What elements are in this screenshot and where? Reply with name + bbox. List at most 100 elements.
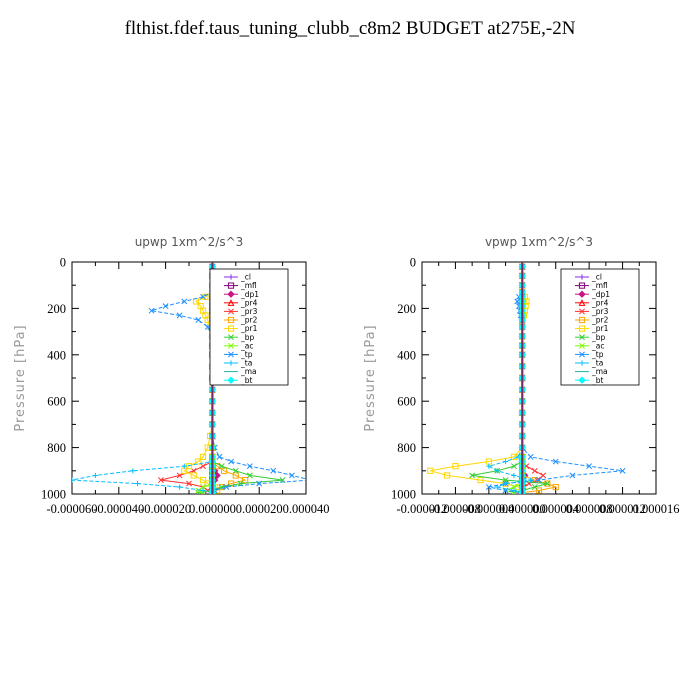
x-tick-label: -0.000040 bbox=[93, 502, 144, 516]
series-point-ac bbox=[195, 487, 202, 494]
series-point-tp bbox=[586, 463, 593, 470]
legend-marker-tp bbox=[228, 351, 234, 358]
series-point-ta bbox=[177, 484, 183, 490]
chart-panel-1: upwp 1xm^2/s^3 Pressure [hPa] 0 200 400 600 80… bbox=[13, 235, 329, 516]
series-point-tp bbox=[552, 458, 559, 465]
series-point-ta bbox=[486, 463, 492, 469]
legend-marker-pr2 bbox=[227, 316, 235, 324]
series-line-pr1 bbox=[430, 266, 528, 493]
y-tick-label: 800 bbox=[47, 441, 66, 455]
series-point-tp bbox=[619, 467, 626, 474]
legend-label-tp: _tp bbox=[240, 350, 253, 359]
series-point-tp bbox=[246, 463, 253, 470]
legend-marker-cl bbox=[228, 274, 234, 280]
legend-marker-mfl bbox=[227, 282, 235, 289]
series-point-bp bbox=[469, 472, 476, 479]
series-point-bp bbox=[246, 472, 253, 479]
x-tick-label: -0.000012 bbox=[396, 502, 447, 516]
series-point-ta bbox=[511, 472, 517, 479]
series-point-tp bbox=[223, 484, 230, 490]
panel-title: vpwp 1xm^2/s^3 bbox=[485, 235, 593, 249]
legend-label-pr1: _pr1 bbox=[591, 324, 609, 333]
legend-label-pr2: _pr2 bbox=[240, 316, 258, 325]
series-point-tp bbox=[527, 453, 534, 460]
legend-label-pr3: _pr3 bbox=[591, 307, 609, 316]
legend-label-pr3: _pr3 bbox=[240, 307, 258, 316]
series-point-bp bbox=[544, 480, 551, 487]
series-point-ta bbox=[494, 484, 500, 490]
legend-marker-pr1 bbox=[578, 325, 586, 332]
x-tick-label: 0.000004 bbox=[532, 502, 580, 516]
series-point-bp bbox=[510, 463, 517, 470]
series-point-pr3 bbox=[531, 467, 538, 474]
legend-label-dp1: _dp1 bbox=[591, 290, 610, 299]
legend-label-dp1: _dp1 bbox=[240, 290, 259, 299]
series-point-pr3 bbox=[157, 477, 164, 484]
series-group bbox=[427, 262, 626, 494]
x-tick-label: 0.000040 bbox=[283, 502, 330, 516]
series-point-pr2 bbox=[242, 476, 249, 484]
y-tick-label: 400 bbox=[397, 348, 416, 362]
series-point-bp bbox=[232, 467, 239, 474]
series-point-tp bbox=[181, 298, 188, 305]
x-tick-label: 0.000000 bbox=[189, 502, 236, 516]
legend-label-pr2: _pr2 bbox=[591, 316, 609, 325]
legend-marker-pr2 bbox=[578, 316, 586, 324]
series-point-ta bbox=[181, 463, 187, 469]
series-point-ta bbox=[494, 468, 500, 474]
panel-title: upwp 1xm^2/s^3 bbox=[135, 235, 244, 249]
series-point-tp bbox=[228, 458, 235, 465]
legend-marker-bt bbox=[578, 376, 586, 384]
legend-marker-pr3 bbox=[228, 308, 234, 315]
x-tick-label: 0.000000 bbox=[499, 502, 546, 516]
series-point-pr1 bbox=[427, 467, 434, 474]
legend-label-bp: _bp bbox=[240, 333, 255, 342]
x-tick-label: -0.000008 bbox=[430, 502, 481, 516]
series-point-ac bbox=[510, 484, 517, 490]
legend-label-cl: _cl bbox=[240, 273, 251, 282]
series-point-pr1 bbox=[452, 463, 459, 470]
series-point-pr1 bbox=[199, 453, 207, 460]
series-point-pr1 bbox=[195, 458, 202, 465]
series-point-ta bbox=[200, 487, 206, 494]
y-tick-label: 600 bbox=[47, 395, 66, 409]
y-tick-label: 1000 bbox=[41, 488, 66, 502]
x-tick-label: 0.000012 bbox=[599, 502, 646, 516]
legend-label-ta: _ta bbox=[591, 359, 603, 368]
series-point-tp bbox=[308, 477, 313, 482]
legend-label-ta: _ta bbox=[240, 359, 252, 368]
series-point-pr1 bbox=[477, 476, 484, 484]
x-tick-label: -0.000060 bbox=[46, 502, 97, 516]
legend-box bbox=[560, 268, 640, 386]
series-point-ta bbox=[130, 468, 136, 474]
legend-marker-bp bbox=[579, 334, 585, 341]
legend-label-ac: _ac bbox=[591, 341, 604, 350]
x-tick-label: 0.000020 bbox=[236, 502, 283, 516]
series-point-tp bbox=[514, 298, 521, 305]
legend-label-ma: _ma bbox=[591, 367, 608, 376]
legend-marker-dp1 bbox=[227, 290, 235, 298]
series-point-tp bbox=[256, 480, 263, 487]
legend-label-cl: _cl bbox=[591, 273, 602, 282]
series-point-ta bbox=[502, 480, 509, 487]
x-tick-label: -0.000020 bbox=[140, 502, 191, 516]
legend-label-tp: _tp bbox=[591, 350, 604, 359]
chart-panel-2: vpwp 1xm^2/s^3 Pressure [hPa] 0 200 400 600 80… bbox=[363, 235, 679, 516]
y-tick-label: 1000 bbox=[391, 488, 416, 502]
legend-marker-ta bbox=[228, 360, 234, 366]
series-point-pr2 bbox=[552, 483, 559, 491]
y-tick-label: 400 bbox=[47, 348, 66, 362]
series-point-tp bbox=[216, 453, 223, 460]
legend-marker-ac bbox=[228, 342, 234, 349]
series-point-tp bbox=[289, 472, 295, 479]
figure-title: flthist.fdef.taus_tuning_clubb_c8m2 BUDG… bbox=[124, 18, 576, 39]
series-point-bp bbox=[218, 484, 225, 490]
series-point-ta bbox=[72, 477, 75, 483]
legend-label-pr4: _pr4 bbox=[240, 298, 258, 307]
series-point-pr3 bbox=[540, 472, 547, 479]
series-point-ta bbox=[92, 472, 98, 479]
series-point-tp bbox=[569, 472, 576, 479]
series-point-pr2 bbox=[232, 472, 239, 479]
